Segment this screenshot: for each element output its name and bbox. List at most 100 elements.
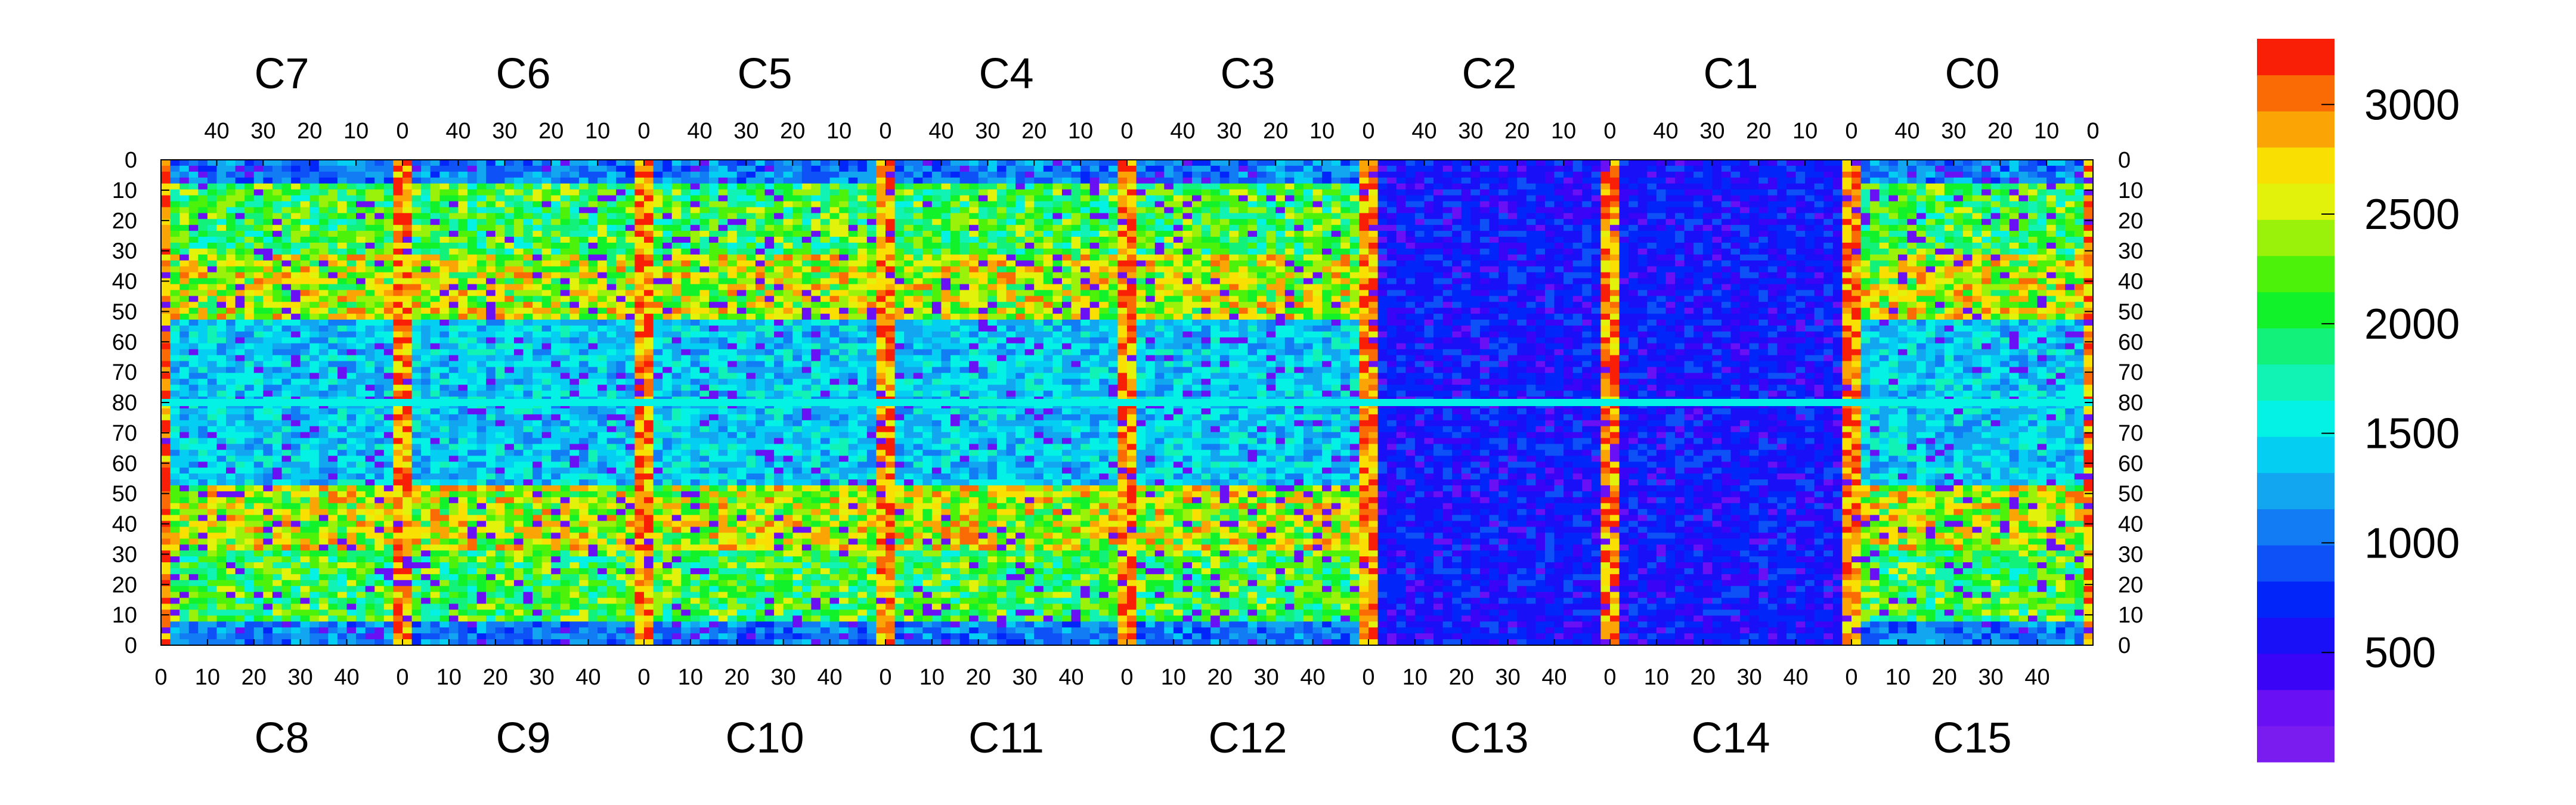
heatmap-cell: [1117, 343, 1128, 350]
heatmap-cell: [365, 171, 375, 178]
heatmap-cell: [318, 361, 329, 368]
heatmap-cell: [551, 373, 561, 379]
heatmap-cell: [569, 278, 580, 285]
heatmap-cell: [634, 189, 645, 196]
heatmap-cell: [328, 308, 338, 314]
heatmap-cell: [235, 195, 245, 202]
heatmap-cell: [755, 171, 766, 178]
heatmap-cell: [216, 213, 227, 219]
heatmap-cell: [1210, 355, 1221, 362]
heatmap-cell: [727, 337, 738, 344]
heatmap-cell: [811, 266, 821, 273]
heatmap-cell: [281, 260, 292, 267]
heatmap-cell: [1015, 177, 1026, 184]
heatmap-cell: [1257, 242, 1267, 249]
heatmap-cell: [486, 201, 496, 208]
heatmap-cell: [513, 165, 524, 172]
heatmap-cell: [578, 165, 589, 172]
heatmap-cell: [1247, 331, 1258, 338]
heatmap-cell: [662, 343, 673, 350]
heatmap-cell: [560, 367, 570, 373]
heatmap-cell: [291, 225, 301, 231]
heatmap-cell: [727, 207, 738, 213]
heatmap-cell: [1080, 219, 1091, 225]
heatmap-cell: [393, 260, 403, 267]
heatmap-cell: [671, 266, 682, 273]
heatmap-cell: [1164, 361, 1174, 368]
heatmap-cell: [811, 278, 821, 285]
heatmap-cell: [820, 343, 831, 350]
heatmap-cell: [1043, 385, 1053, 391]
heatmap-cell: [374, 320, 385, 326]
heatmap-cell: [421, 391, 431, 397]
heatmap-cell: [1108, 367, 1119, 373]
heatmap-cell: [328, 325, 338, 332]
heatmap-cell: [1257, 272, 1267, 279]
heatmap-cell: [569, 373, 580, 379]
heatmap-cell: [625, 213, 636, 219]
heatmap-cell: [1024, 165, 1035, 172]
heatmap-cell: [616, 367, 626, 373]
heatmap-cell: [1154, 189, 1165, 196]
heatmap-cell: [291, 237, 301, 243]
heatmap-cell: [476, 361, 487, 368]
heatmap-cell: [1154, 361, 1165, 368]
heatmap-cell: [532, 367, 543, 373]
heatmap-cell: [281, 331, 292, 338]
heatmap-cell: [179, 231, 190, 237]
heatmap-cell: [644, 385, 654, 391]
heatmap-cell: [634, 225, 645, 231]
heatmap-cell: [588, 379, 598, 385]
heatmap-cell: [328, 219, 338, 225]
heatmap-cell: [1108, 213, 1119, 219]
heatmap-cell: [1201, 278, 1211, 285]
heatmap-cell: [439, 337, 450, 344]
heatmap-cell: [755, 284, 766, 290]
heatmap-cell: [866, 349, 877, 356]
heatmap-cell: [1089, 290, 1100, 296]
heatmap-cell: [281, 189, 292, 196]
heatmap-cell: [1006, 237, 1016, 243]
heatmap-cell: [430, 278, 440, 285]
heatmap-cell: [662, 296, 673, 302]
heatmap-cell: [513, 296, 524, 302]
heatmap-cell: [569, 367, 580, 373]
heatmap-cell: [235, 325, 245, 332]
heatmap-cell: [978, 331, 988, 338]
heatmap-cell: [504, 207, 515, 213]
heatmap-cell: [886, 278, 896, 285]
heatmap-cell: [746, 160, 756, 166]
heatmap-cell: [1061, 231, 1072, 237]
heatmap-cell: [681, 237, 691, 243]
heatmap-cell: [179, 314, 190, 320]
heatmap-cell: [922, 278, 933, 285]
heatmap-cell: [857, 320, 868, 326]
heatmap-cell: [402, 225, 413, 231]
heatmap-cell: [374, 237, 385, 243]
heatmap-cell: [402, 201, 413, 208]
heatmap-cell: [448, 171, 459, 178]
heatmap-cell: [1089, 379, 1100, 385]
heatmap-cell: [476, 237, 487, 243]
heatmap-cell: [699, 171, 710, 178]
heatmap-cell: [1099, 325, 1109, 332]
heatmap-cell: [653, 314, 663, 320]
heatmap-cell: [1275, 177, 1286, 184]
heatmap-cell: [801, 337, 812, 344]
heatmap-cell: [235, 278, 245, 285]
heatmap-cell: [1015, 195, 1026, 202]
heatmap-cell: [486, 373, 496, 379]
heatmap-cell: [811, 165, 821, 172]
heatmap-cell: [188, 355, 199, 362]
heatmap-cell: [931, 391, 942, 397]
heatmap-cell: [337, 260, 348, 267]
heatmap-cell: [662, 171, 673, 178]
heatmap-cell: [1229, 177, 1239, 184]
heatmap-cell: [1257, 296, 1267, 302]
heatmap-cell: [439, 373, 450, 379]
heatmap-cell: [170, 361, 180, 368]
heatmap-cell: [309, 160, 320, 166]
heatmap-cell: [560, 189, 570, 196]
heatmap-cell: [402, 219, 413, 225]
heatmap-cell: [736, 171, 747, 178]
